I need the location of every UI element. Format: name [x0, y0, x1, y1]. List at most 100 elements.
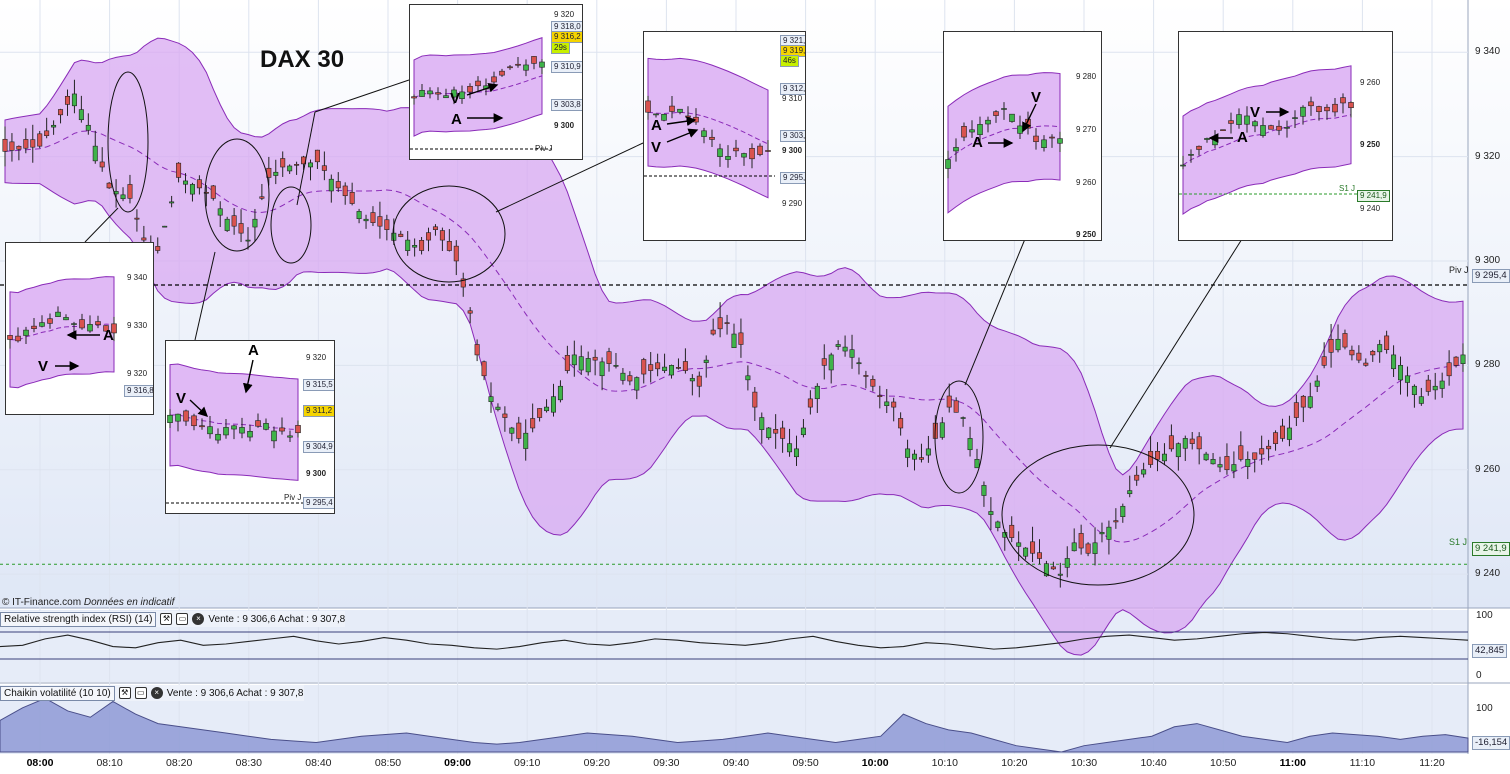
candle — [1293, 394, 1299, 427]
inset-candle — [669, 96, 675, 119]
x-tick-label: 09:30 — [653, 757, 680, 769]
rsi-tick-100: 100 — [1476, 610, 1493, 621]
candle — [1377, 339, 1383, 363]
window-icon[interactable]: ▭ — [134, 687, 147, 699]
candle — [169, 195, 175, 208]
candle — [155, 237, 161, 254]
x-tick-label: 09:20 — [583, 757, 610, 769]
inset-candle — [287, 430, 293, 442]
inset-price-tag: 9 310,9 — [551, 61, 582, 73]
inset-candle — [741, 152, 747, 166]
candle — [828, 352, 834, 384]
highlight-ellipse — [107, 71, 149, 213]
candle — [238, 209, 244, 243]
candle — [752, 386, 758, 421]
bollinger-middle — [4, 130, 1464, 543]
candle — [1099, 522, 1105, 543]
candle — [1050, 561, 1056, 570]
rsi-value-tag: 42,845 — [1472, 644, 1508, 658]
candle — [217, 201, 223, 228]
candle — [1328, 324, 1334, 368]
inset-0810: 9 340 9 330 9 320 9 316,8 — [5, 242, 154, 415]
close-icon[interactable]: × — [150, 687, 163, 699]
s1-label: S1 J — [1449, 537, 1468, 547]
inset-candle — [969, 120, 975, 138]
inset-candle — [1244, 106, 1250, 133]
inset-candle — [95, 315, 101, 329]
candle — [634, 376, 640, 400]
candle — [398, 230, 404, 238]
candle — [1057, 562, 1063, 588]
annotation-letter: A — [972, 134, 983, 151]
candle — [780, 420, 786, 453]
candle — [1349, 345, 1355, 361]
x-tick-label: 11:10 — [1349, 757, 1376, 769]
candle — [842, 335, 848, 357]
close-icon[interactable]: × — [192, 613, 205, 625]
candle — [689, 374, 695, 396]
annotation-arrow — [1022, 103, 1037, 133]
candle — [1425, 374, 1431, 396]
candle — [342, 182, 348, 205]
highlight-ellipse — [270, 186, 312, 264]
wrench-icon[interactable]: ⚒ — [160, 613, 173, 625]
y-tick-label: 9 280 — [1475, 359, 1501, 371]
inset-candle — [1308, 96, 1314, 116]
rsi-quote: Vente : 9 306,6 Achat : 9 307,8 — [208, 613, 346, 625]
wrench-icon[interactable]: ⚒ — [118, 687, 131, 699]
candle — [1106, 520, 1112, 555]
inset-tick: 9 340 — [127, 273, 148, 282]
inset-tick: 9 310 — [782, 94, 803, 103]
inset-tick: 9 250 — [1076, 230, 1097, 239]
candle — [905, 439, 911, 468]
inset-1010: 9 280 9 270 9 260 9 250 — [943, 31, 1102, 241]
candle — [981, 481, 987, 507]
candle — [30, 124, 36, 163]
candle — [71, 79, 77, 114]
connector-line — [495, 142, 644, 213]
inset-candle — [977, 116, 983, 145]
inset-candle — [103, 325, 109, 332]
candle — [189, 182, 195, 202]
inset-tick: 9 260 — [1076, 178, 1097, 187]
candle — [669, 364, 675, 379]
highlight-ellipse — [204, 138, 270, 252]
candle — [356, 208, 362, 224]
candle — [849, 334, 855, 369]
candle — [1078, 524, 1084, 555]
candle — [1134, 466, 1140, 486]
inset-candle — [1316, 105, 1322, 121]
inset-candle — [459, 85, 465, 104]
annotation-letter: A — [451, 111, 462, 128]
inset-tick: 9 240 — [1360, 204, 1381, 213]
credit-brand: © IT-Finance.com — [2, 597, 82, 608]
inset-s1-label: S1 J — [1339, 184, 1356, 193]
inset-price-tag: 9 311,2 — [303, 405, 334, 417]
inset-candle — [239, 417, 245, 439]
candle — [1314, 375, 1320, 392]
candle — [120, 187, 126, 202]
window-icon[interactable]: ▭ — [176, 613, 189, 625]
candle — [516, 416, 522, 444]
candle — [1023, 547, 1029, 560]
candle — [1016, 531, 1022, 562]
candle — [1342, 329, 1348, 350]
inset-price-tag: 9 295,4 — [303, 497, 334, 509]
annotation-letter: V — [651, 139, 662, 156]
inset-price-tag: 9 241,9 — [1357, 190, 1390, 202]
inset-candle — [191, 413, 197, 431]
candle — [738, 318, 744, 358]
candle — [64, 89, 70, 116]
candle — [960, 416, 966, 427]
inset-price-tag: 9 295,4 — [780, 172, 805, 184]
pivot-label: Piv J — [1449, 265, 1469, 275]
annotation-letter: A — [651, 117, 662, 134]
candle — [196, 175, 202, 195]
candle — [1064, 546, 1070, 578]
inset-tick: 9 300 — [554, 121, 575, 130]
inset-candle — [1041, 135, 1047, 152]
candle — [134, 209, 140, 232]
x-tick-label: 10:40 — [1140, 757, 1167, 769]
y-tick-label: 9 340 — [1475, 46, 1501, 58]
inset-candle — [661, 113, 667, 122]
